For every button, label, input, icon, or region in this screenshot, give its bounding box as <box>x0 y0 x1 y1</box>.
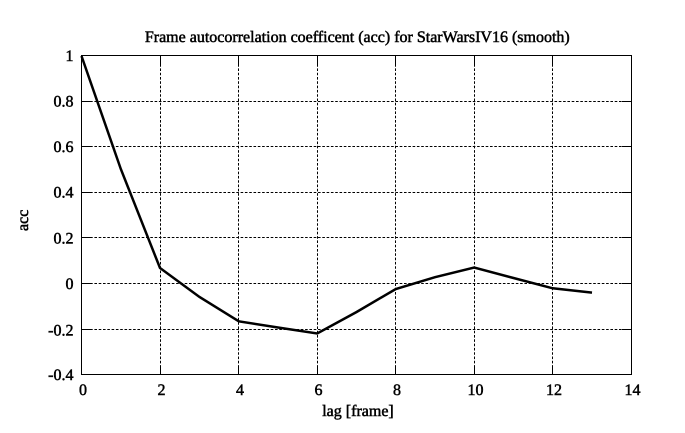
svg-text:4: 4 <box>236 382 244 399</box>
svg-text:12: 12 <box>546 382 562 399</box>
svg-text:0: 0 <box>66 276 74 293</box>
svg-text:-0.4: -0.4 <box>48 367 73 384</box>
svg-text:14: 14 <box>625 382 641 399</box>
svg-text:10: 10 <box>468 382 484 399</box>
svg-text:Frame autocorrelation coeffice: Frame autocorrelation coefficent (acc) f… <box>145 29 570 46</box>
svg-text:1: 1 <box>66 48 74 65</box>
svg-text:0: 0 <box>79 382 87 399</box>
svg-text:0.8: 0.8 <box>54 94 74 111</box>
svg-text:-0.2: -0.2 <box>48 322 73 339</box>
svg-text:0.6: 0.6 <box>54 139 74 156</box>
svg-text:lag [frame]: lag [frame] <box>322 403 394 420</box>
svg-text:acc: acc <box>15 210 32 231</box>
svg-text:6: 6 <box>315 382 323 399</box>
svg-text:0.4: 0.4 <box>54 185 74 202</box>
svg-text:8: 8 <box>393 382 401 399</box>
svg-text:0.2: 0.2 <box>54 230 74 247</box>
svg-text:2: 2 <box>158 382 166 399</box>
